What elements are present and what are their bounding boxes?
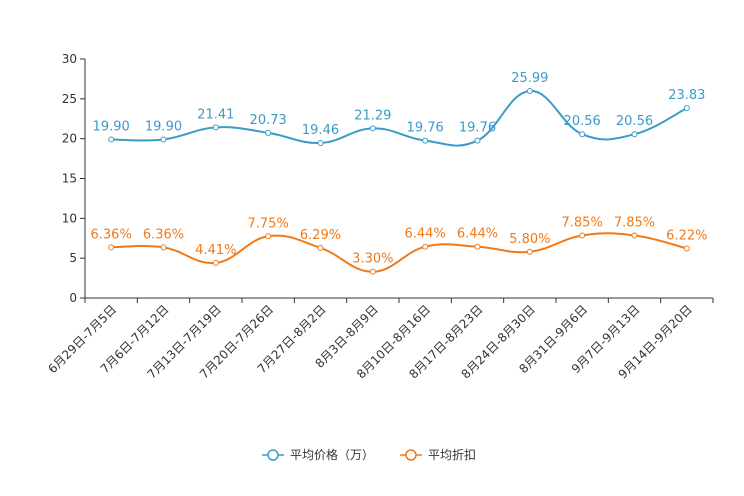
data-label: 7.85%	[614, 215, 655, 230]
y-tick-label: 15	[62, 172, 77, 186]
data-point[interactable]	[108, 244, 115, 251]
legend-label: 平均折扣	[428, 447, 476, 462]
data-point[interactable]	[474, 243, 481, 250]
data-point[interactable]	[160, 244, 167, 251]
legend-marker-icon	[405, 449, 417, 461]
data-point[interactable]	[526, 87, 533, 94]
data-point[interactable]	[422, 243, 429, 250]
y-tick-label: 5	[69, 251, 77, 265]
y-tick-label: 10	[62, 211, 77, 225]
data-label: 19.46	[302, 123, 339, 138]
data-point[interactable]	[422, 137, 429, 144]
data-point[interactable]	[317, 139, 324, 146]
data-point[interactable]	[212, 124, 219, 131]
data-label: 19.76	[459, 121, 496, 136]
data-label: 20.56	[616, 114, 653, 129]
data-label: 6.36%	[91, 227, 132, 242]
data-point[interactable]	[631, 232, 638, 239]
data-point[interactable]	[108, 136, 115, 143]
data-label: 21.41	[197, 107, 234, 122]
data-point[interactable]	[683, 245, 690, 252]
data-label: 6.44%	[405, 227, 446, 242]
data-label: 20.56	[564, 114, 601, 129]
series-2: 6.36% 6.36% 4.41% 7.75% 6.29% 3.30% 6.44% 6.44%…	[91, 215, 707, 275]
legend-label: 平均价格（万）	[290, 447, 374, 462]
data-label: 6.22%	[666, 228, 707, 243]
data-point[interactable]	[212, 259, 219, 266]
data-label: 19.90	[145, 119, 182, 134]
data-label: 20.73	[250, 113, 287, 128]
data-label: 25.99	[511, 71, 548, 86]
data-label: 3.30%	[352, 252, 393, 267]
data-point[interactable]	[265, 129, 272, 136]
legend-item-1[interactable]: 平均价格（万）	[262, 447, 374, 462]
data-point[interactable]	[369, 268, 376, 275]
data-label: 7.85%	[562, 215, 603, 230]
data-point[interactable]	[265, 233, 272, 240]
y-tick-label: 0	[69, 291, 77, 305]
data-point[interactable]	[160, 136, 167, 143]
data-point[interactable]	[579, 232, 586, 239]
legend-marker-icon	[267, 449, 279, 461]
data-label: 5.80%	[509, 232, 550, 247]
data-point[interactable]	[683, 105, 690, 112]
data-point[interactable]	[474, 137, 481, 144]
legend-item-2[interactable]: 平均折扣	[400, 447, 476, 462]
y-tick-label: 30	[62, 52, 77, 66]
data-label: 6.36%	[143, 227, 184, 242]
y-tick-label: 25	[62, 92, 77, 106]
data-point[interactable]	[526, 248, 533, 255]
y-tick-label: 20	[62, 132, 77, 146]
data-label: 19.76	[407, 121, 444, 136]
series-layer: 19.90 19.90 21.41 20.73 19.46 21.29 19.76 19.76…	[91, 71, 707, 275]
data-point[interactable]	[631, 131, 638, 138]
data-label: 7.75%	[248, 216, 289, 231]
data-label: 19.90	[93, 119, 130, 134]
series-1: 19.90 19.90 21.41 20.73 19.46 21.29 19.76 19.76…	[93, 71, 705, 147]
data-label: 21.29	[354, 108, 391, 123]
data-label: 6.29%	[300, 228, 341, 243]
data-label: 6.44%	[457, 227, 498, 242]
data-label: 4.41%	[195, 243, 236, 258]
data-point[interactable]	[317, 244, 324, 251]
data-point[interactable]	[369, 125, 376, 132]
data-label: 23.83	[668, 88, 705, 103]
data-point[interactable]	[579, 131, 586, 138]
axes: 0510152025306月29日-7月5日7月6日-7月12日7月13日-7月…	[45, 52, 714, 382]
legend[interactable]: 平均价格（万） 平均折扣	[262, 447, 476, 462]
